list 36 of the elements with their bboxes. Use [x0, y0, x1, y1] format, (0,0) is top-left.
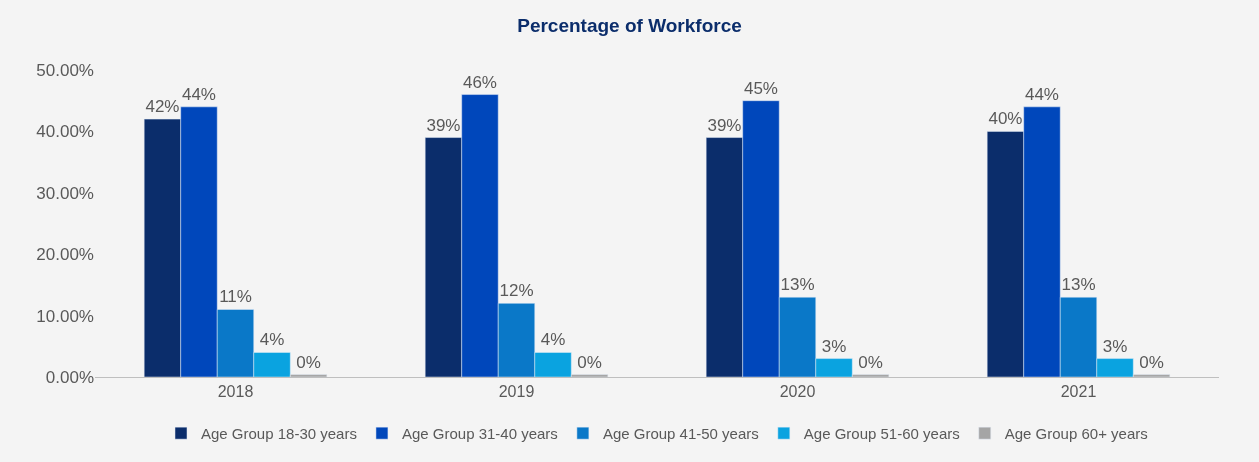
y-tick-label: 10.00% [36, 306, 94, 326]
x-tick-label: 2019 [498, 383, 535, 401]
data-label: 3% [1102, 336, 1128, 356]
y-tick-label: 50.00% [36, 60, 94, 80]
data-label: 11% [219, 287, 252, 307]
y-tick-label: 30.00% [36, 183, 94, 203]
y-tick-label: 0.00% [45, 367, 94, 387]
data-label: 39% [707, 115, 742, 135]
data-label: 46% [462, 72, 497, 92]
data-label: 0% [1139, 352, 1164, 372]
legend-label: Age Group 41-50 years [602, 425, 759, 443]
legend-label: Age Group 60+ years [1004, 425, 1148, 443]
legend-label: Age Group 31-40 years [401, 425, 558, 443]
data-label: 42% [145, 97, 180, 117]
x-tick-label: 2021 [1060, 383, 1097, 401]
legend-label: Age Group 51-60 years [803, 425, 960, 443]
data-label: 44% [1024, 84, 1059, 104]
y-tick-label: 40.00% [36, 122, 94, 142]
data-label: 0% [858, 352, 883, 372]
data-label: 4% [259, 330, 285, 350]
y-tick-label: 20.00% [36, 245, 94, 265]
chart-title: Percentage of Workforce [517, 14, 742, 36]
data-label: 45% [743, 78, 778, 98]
data-label: 39% [426, 115, 461, 135]
legend-label: Age Group 18-30 years [201, 425, 357, 443]
data-label: 44% [181, 84, 216, 104]
data-label: 40% [988, 109, 1023, 129]
data-label: 0% [296, 352, 321, 372]
x-tick-label: 2018 [217, 383, 254, 401]
x-tick-label: 2020 [779, 383, 816, 401]
data-label: 0% [577, 352, 602, 372]
data-label: 13% [780, 275, 815, 295]
data-label: 3% [821, 336, 847, 356]
data-label: 13% [1061, 275, 1096, 295]
data-label: 4% [540, 330, 566, 350]
data-label: 12% [499, 281, 534, 301]
